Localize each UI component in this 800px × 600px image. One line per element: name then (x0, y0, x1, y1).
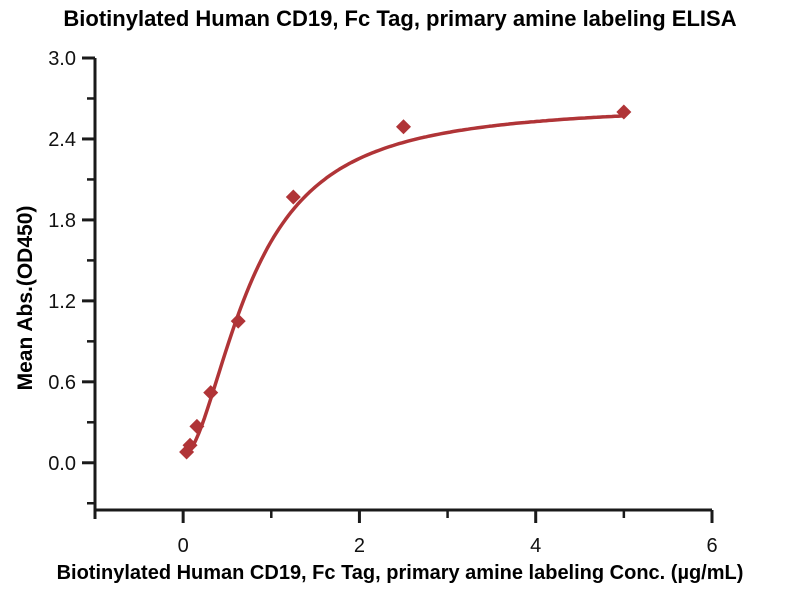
data-point-marker (189, 418, 205, 434)
x-tick-label: 0 (178, 535, 189, 557)
data-point-marker (396, 119, 411, 135)
x-axis-label: Biotinylated Human CD19, Fc Tag, primary… (56, 562, 744, 584)
x-tick-label: 4 (530, 535, 541, 557)
y-tick-label: 1.2 (48, 291, 76, 313)
data-point-marker (616, 104, 632, 120)
y-tick-label: 0.0 (48, 453, 76, 475)
data-point-marker (230, 313, 246, 329)
y-tick-label: 0.6 (48, 372, 76, 394)
y-tick-label: 1.8 (48, 210, 76, 232)
chart-title: Biotinylated Human CD19, Fc Tag, primary… (63, 6, 737, 31)
x-tick-label: 6 (706, 535, 717, 557)
y-tick-label: 2.4 (48, 129, 76, 151)
data-point-marker (182, 437, 198, 453)
data-point-marker (285, 189, 301, 205)
data-point-marker (203, 385, 219, 401)
x-tick-label: 2 (354, 535, 365, 557)
fit-curve (184, 114, 626, 457)
y-tick-label: 3.0 (48, 48, 76, 70)
